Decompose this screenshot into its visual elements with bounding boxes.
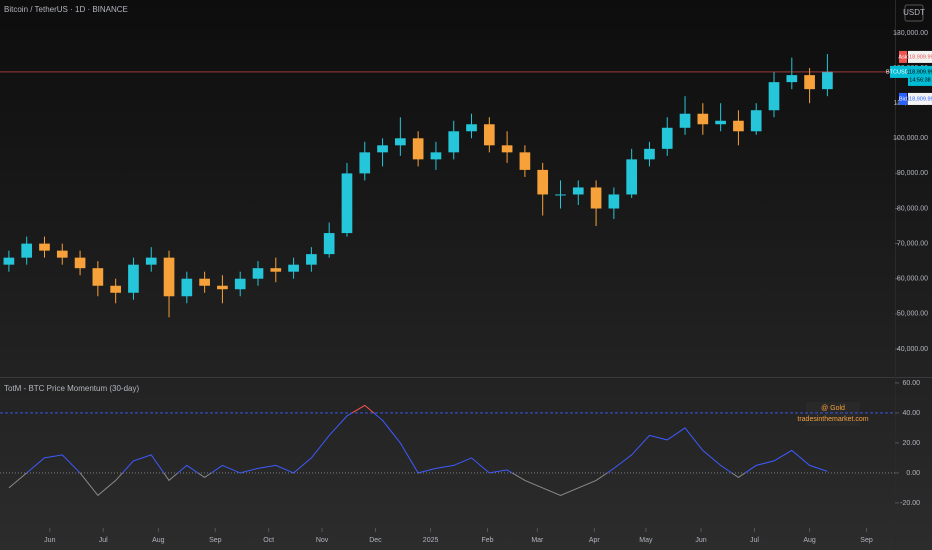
- y-tick-label: 100,000.00: [893, 135, 928, 142]
- candle-body: [412, 138, 424, 160]
- price-tag: Ask: [898, 54, 907, 60]
- candle-body: [341, 173, 353, 234]
- y-tick-label: 70,000.00: [897, 240, 928, 247]
- price-label: 118,909.99: [906, 69, 932, 75]
- y-tick-label: 50,000.00: [897, 311, 928, 318]
- candle-body: [697, 113, 709, 125]
- y-tick-label: 130,000.00: [893, 30, 928, 37]
- currency-box[interactable]: [904, 4, 924, 22]
- price-label-box: [908, 92, 932, 105]
- y-tick-label: 90,000.00: [897, 170, 928, 177]
- price-tag-box: [899, 50, 907, 63]
- price-countdown: 14:56:38: [909, 77, 930, 83]
- indicator-title: TotM - BTC Price Momentum (30-day): [4, 384, 139, 393]
- x-tick-label: Nov: [316, 537, 329, 544]
- candle-body: [768, 82, 780, 111]
- x-tick-label: Dec: [369, 537, 382, 544]
- x-tick-label: Feb: [482, 537, 494, 544]
- candle-body: [537, 169, 549, 195]
- price-label-box: [908, 50, 932, 63]
- candle-body: [359, 152, 371, 174]
- candle-body: [377, 145, 388, 153]
- candle-body: [395, 138, 406, 146]
- candle-body: [679, 113, 691, 128]
- x-tick-label: Mar: [531, 537, 544, 544]
- x-tick-label: Jun: [695, 537, 706, 544]
- currency[interactable]: USDT: [903, 8, 925, 17]
- candle-body: [288, 264, 299, 272]
- y-tick-label: 60.00: [902, 380, 920, 387]
- x-tick-label: 2025: [423, 537, 439, 544]
- y-tick-label: 40.00: [902, 410, 920, 417]
- candle-body: [56, 250, 68, 258]
- candle-body: [181, 278, 193, 297]
- candle-body: [252, 268, 264, 279]
- y-tick-label: 20.00: [902, 440, 920, 447]
- candle-body: [217, 285, 228, 290]
- chart-title: Bitcoin / TetherUS · 1D · BINANCE: [4, 5, 128, 14]
- price-tag-box: [899, 92, 907, 105]
- candle-body: [92, 268, 104, 286]
- candle-body: [3, 257, 15, 265]
- candle-body: [270, 268, 282, 272]
- price-label: 118,909.99: [906, 54, 932, 60]
- candle-body: [555, 194, 566, 196]
- price-tag-box: [890, 65, 908, 78]
- candle-body: [786, 75, 798, 83]
- candle-body: [750, 110, 762, 132]
- candle-body: [626, 159, 637, 195]
- momentum-line: [8, 404, 828, 497]
- candle-body: [74, 257, 86, 269]
- price-label-box: [908, 65, 932, 86]
- candle-body: [110, 285, 121, 293]
- y-tick-label: 40,000.00: [897, 346, 928, 353]
- candle-body: [128, 264, 139, 293]
- candle-body: [145, 257, 157, 265]
- candle-body: [39, 243, 50, 251]
- candle-body: [733, 120, 744, 132]
- x-tick-label: Oct: [263, 537, 274, 544]
- candle-body: [163, 257, 175, 297]
- x-tick-label: Aug: [803, 537, 816, 544]
- x-tick-label: Aug: [152, 537, 165, 544]
- annotation-title: @ Gold: [821, 405, 845, 412]
- candle-body: [644, 148, 655, 160]
- annotation-text: tradesinthemarket.com: [797, 416, 868, 423]
- candle-body: [199, 278, 210, 286]
- candle-body: [715, 120, 726, 125]
- x-tick-label: Jul: [99, 537, 108, 544]
- price-tag: BTCUSDT: [886, 69, 913, 75]
- annotation-box: [806, 402, 860, 426]
- candle-body: [519, 152, 531, 170]
- candle-body: [608, 194, 620, 209]
- candle-body: [234, 278, 246, 290]
- price-label: 118,909.99: [906, 96, 932, 102]
- x-tick-label: Sep: [860, 537, 873, 544]
- x-tick-label: Jul: [750, 537, 759, 544]
- candle-body: [572, 187, 584, 195]
- y-tick-label: 60,000.00: [897, 276, 928, 283]
- candle-body: [804, 75, 815, 90]
- y-tick-label: 0.00: [906, 470, 920, 477]
- y-tick-label: 80,000.00: [897, 205, 928, 212]
- candle-body: [661, 127, 673, 149]
- candle-body: [430, 152, 442, 160]
- x-tick-label: May: [639, 537, 653, 544]
- y-tick-label: -20.00: [900, 500, 920, 507]
- candle-body: [448, 131, 460, 153]
- candle-body: [306, 254, 317, 265]
- candle-body: [21, 243, 33, 258]
- candle-body: [483, 124, 495, 146]
- candle-body: [590, 187, 602, 209]
- x-tick-label: Sep: [209, 537, 222, 544]
- x-tick-label: Apr: [589, 537, 601, 544]
- candle-body: [323, 233, 335, 255]
- price-tag: Bid: [899, 96, 907, 102]
- candle-body: [822, 71, 833, 90]
- candle-body: [466, 124, 477, 132]
- candle-body: [501, 145, 513, 153]
- x-tick-label: Jun: [44, 537, 55, 544]
